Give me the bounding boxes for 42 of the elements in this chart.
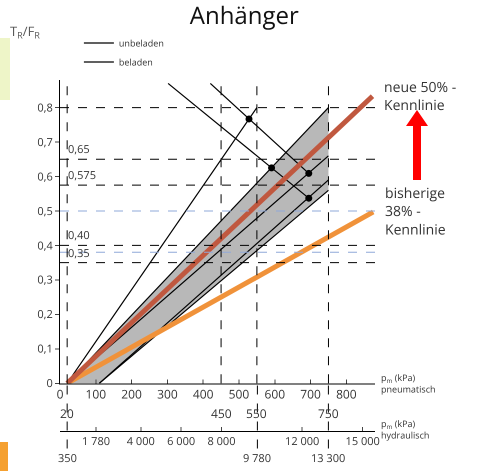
x-tick-label: 800: [336, 386, 357, 403]
y-tick-label: 0,2: [37, 307, 53, 322]
ref-line-label: 20: [60, 405, 74, 422]
x2-tick-label: 8 000: [207, 434, 236, 450]
y-tick-label: 0,6: [37, 169, 53, 184]
ref-line-label: 750: [318, 405, 339, 422]
x2-tick-label: 15 000: [346, 434, 380, 450]
x-tick-label: 400: [192, 386, 214, 403]
x-tick-label: 500: [228, 386, 250, 403]
y-tick-label: 0,3: [37, 272, 53, 288]
y-tick-label: 0,5: [37, 204, 53, 219]
y-tick-label: 0,8: [37, 100, 53, 116]
y-tick-label: 0: [46, 376, 53, 392]
x2-axis-title: p$_{m}$ (kPa) hydraulisch: [381, 417, 430, 442]
y-tick-label: 0,4: [37, 238, 54, 254]
x-tick-label: 100: [86, 386, 106, 403]
ref-line-label: 13 300: [311, 451, 346, 466]
x2-tick-label: 1 780: [82, 434, 110, 450]
chart-title: Anhänger: [190, 0, 299, 32]
series-label: bisherige 38% - Kennlinie: [385, 184, 446, 240]
ref-line-label: 550: [246, 405, 267, 422]
ref-line-label: 0,575: [68, 168, 96, 183]
ref-line-label: 350: [58, 451, 77, 466]
y-tick-label: 0,1: [37, 342, 53, 357]
x-tick-label: 700: [300, 386, 321, 403]
series-label: neue 50% - Kennlinie: [384, 78, 456, 116]
x2-tick-label: 4 000: [126, 434, 155, 450]
x2-tick-label: 12 000: [285, 434, 320, 450]
ref-line-label: 0,40: [68, 228, 90, 243]
x-tick-label: 200: [121, 386, 142, 403]
ref-line-label: 9 780: [243, 451, 272, 466]
ref-line-label: 0,35: [68, 246, 90, 261]
y-tick-label: 0,7: [37, 134, 53, 150]
x-tick-label: 300: [157, 386, 178, 403]
x-tick-label: 600: [264, 386, 286, 403]
x2-tick-label: 6 000: [167, 434, 196, 450]
ref-line-label: 450: [211, 405, 232, 422]
legend-label: unbeladen: [118, 36, 164, 50]
y-axis-title: T$_{R}$/F$_{R}$: [10, 22, 40, 42]
x-axis-title: p$_{m}$ (kPa) pneumatisch: [381, 371, 436, 396]
ref-line-label: 0,65: [68, 142, 90, 157]
legend-label: beladen: [118, 56, 153, 68]
